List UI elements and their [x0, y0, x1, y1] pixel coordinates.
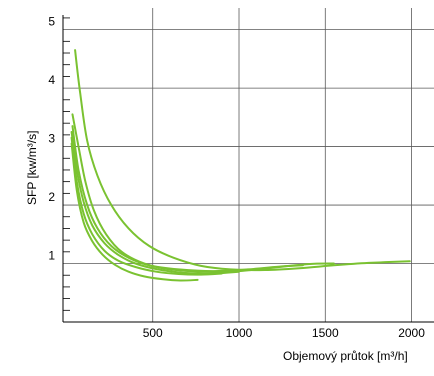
x-axis-title: Objemový průtok [m³/h] — [283, 349, 408, 363]
grid-lines — [63, 8, 434, 322]
series-line-5 — [70, 136, 223, 276]
series-line-1 — [74, 49, 411, 272]
series-lines — [70, 49, 411, 282]
series-line-6 — [70, 142, 199, 282]
axes — [62, 15, 434, 323]
y-tick-labels: 1 2 3 4 5 — [48, 15, 55, 263]
y-minor-ticks — [63, 17, 70, 311]
series-line-4 — [70, 131, 240, 275]
y-tick-label: 3 — [48, 132, 55, 146]
series-line-2 — [71, 113, 335, 273]
x-tick-label: 500 — [143, 326, 163, 340]
y-tick-label: 5 — [48, 15, 55, 29]
y-tick-label: 2 — [48, 190, 55, 204]
y-tick-label: 4 — [48, 73, 55, 87]
x-tick-label: 2000 — [398, 326, 425, 340]
y-axis-title: SFP [kw/m³/s] — [25, 131, 39, 205]
y-tick-label: 1 — [48, 249, 55, 263]
x-tick-label: 1500 — [312, 326, 339, 340]
series-line-3 — [71, 125, 304, 273]
x-tick-label: 1000 — [226, 326, 253, 340]
x-tick-labels: 500 1000 1500 2000 — [143, 326, 426, 340]
